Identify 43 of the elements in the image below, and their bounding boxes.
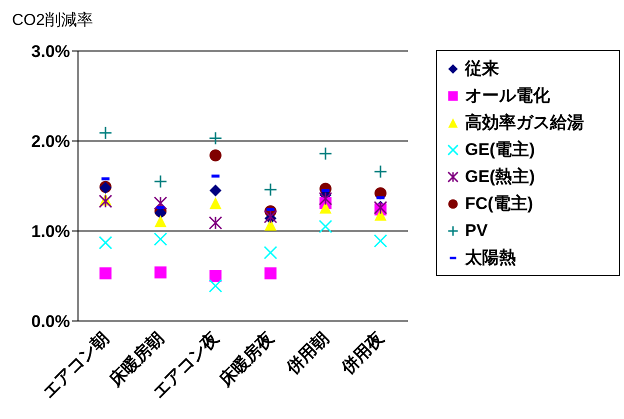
point: [154, 196, 168, 210]
y-tick-label: 2.0%: [31, 132, 70, 152]
point: [318, 192, 332, 206]
point: [374, 164, 388, 178]
legend-label: PV: [465, 220, 488, 240]
y-axis-title: CO2削減率: [12, 10, 93, 31]
point: [318, 146, 332, 160]
point: [208, 216, 222, 230]
legend-label: GE(電主): [465, 139, 535, 161]
point: [318, 220, 332, 234]
point: [264, 246, 278, 260]
legend-label: 太陽熱: [465, 247, 516, 269]
point: [100, 267, 112, 280]
point: [264, 218, 276, 231]
point: [154, 174, 168, 188]
y-tick-label: 1.0%: [31, 222, 70, 242]
point: [210, 270, 222, 282]
point: [154, 266, 166, 278]
point: [154, 215, 166, 228]
point: [98, 194, 112, 208]
legend-label: GE(熱主): [465, 166, 535, 188]
point: [98, 126, 112, 140]
point: [264, 210, 278, 224]
point: [264, 267, 276, 280]
y-tick-label: 3.0%: [31, 42, 70, 62]
legend-label: 従来: [465, 58, 499, 80]
x-tick-label: 併用朝: [282, 328, 332, 379]
point: [208, 132, 222, 146]
point: [98, 236, 112, 250]
point: [210, 197, 222, 210]
legend-label: オール電化: [465, 85, 550, 107]
x-tick-label: 併用夜: [337, 328, 388, 379]
point: [210, 184, 222, 196]
point: [210, 149, 222, 162]
point: [374, 234, 388, 248]
point: [264, 182, 278, 196]
point: [374, 208, 386, 221]
point: [320, 202, 332, 214]
legend-label: FC(電主): [465, 193, 533, 215]
point: [154, 232, 168, 246]
y-tick-label: 0.0%: [31, 312, 70, 332]
legend-label: 高効率ガス給湯: [465, 112, 584, 134]
point: [208, 279, 222, 293]
